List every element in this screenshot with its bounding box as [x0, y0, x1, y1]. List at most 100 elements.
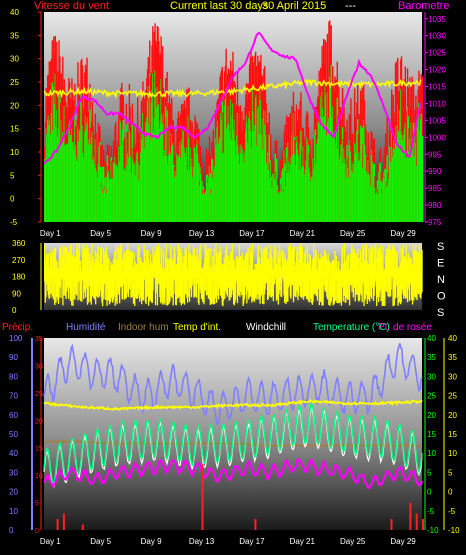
direction-bar: [76, 243, 79, 283]
header-text: Vitesse du vent: [34, 0, 109, 12]
direction-bar: [211, 271, 213, 304]
wind-average-bar: [239, 144, 242, 222]
wind-average-bar: [144, 136, 146, 222]
wind-average-bar: [408, 151, 410, 222]
wind-average-bar: [216, 127, 218, 222]
precip-tick-label: 30: [35, 363, 43, 370]
wind-average-bar: [152, 73, 154, 222]
temperature-tick-label: 40: [427, 334, 436, 343]
precip-tick-label: 0: [35, 528, 39, 535]
direction-bar: [335, 255, 337, 280]
wind-average-bar: [409, 145, 412, 222]
direction-bar: [375, 243, 377, 282]
wind-average-bar: [385, 187, 388, 222]
wind-average-bar: [171, 134, 173, 222]
wind-average-bar: [209, 173, 211, 222]
wind-average-bar: [158, 128, 161, 222]
wind-average-bar: [350, 151, 352, 222]
right-tick-label: 995: [428, 150, 442, 159]
wind-average-bar: [267, 170, 270, 222]
wind-average-bar: [353, 164, 355, 222]
wind-average-bar: [418, 102, 420, 222]
wind-average-bar: [338, 123, 340, 222]
left-tick-label: -5: [10, 218, 18, 227]
indoor-temp-tick-label: 40: [448, 334, 457, 343]
wind-average-bar: [244, 151, 246, 222]
header-text: Précip.: [2, 322, 33, 333]
wind-average-bar: [316, 139, 319, 222]
right-tick-label: 1030: [428, 32, 446, 41]
direction-bar: [188, 243, 190, 297]
wind-average-bar: [140, 128, 143, 222]
wind-average-bar: [379, 162, 382, 222]
wind-average-bar: [142, 113, 144, 222]
wind-average-bar: [355, 153, 357, 222]
left-tick-label: 10: [10, 148, 19, 157]
direction-bar: [272, 271, 274, 302]
wind-average-bar: [93, 157, 95, 222]
wind-average-bar: [377, 194, 379, 222]
direction-bar: [240, 257, 242, 284]
direction-bar: [220, 251, 222, 292]
direction-bar: [307, 262, 310, 302]
wind-average-bar: [266, 163, 268, 222]
wind-average-bar: [258, 134, 261, 222]
humidity-tick-label: 20: [9, 488, 18, 497]
wind-average-bar: [327, 122, 329, 222]
wind-average-bar: [282, 191, 285, 222]
x-tick-label: Day 5: [90, 229, 111, 238]
wind-average-bar: [284, 163, 286, 222]
left-tick-label: 30: [10, 55, 19, 64]
temperature-tick-label: 35: [427, 353, 436, 362]
wind-average-bar: [151, 90, 153, 223]
wind-average-bar: [71, 141, 74, 222]
wind-average-bar: [301, 166, 304, 222]
wind-average-bar: [233, 119, 236, 222]
precip-tick-label: 20: [35, 418, 43, 425]
wind-average-bar: [189, 170, 191, 222]
wind-average-bar: [67, 143, 69, 222]
wind-average-bar: [121, 129, 124, 222]
wind-average-bar: [322, 107, 324, 222]
indoor-temp-tick-label: 15: [448, 430, 457, 439]
wind-average-bar: [185, 156, 187, 222]
wind-average-bar: [50, 112, 53, 222]
wind-average-bar: [143, 132, 145, 222]
wind-average-bar: [360, 125, 362, 222]
left-tick-label: 0: [12, 306, 17, 315]
wind-average-bar: [369, 174, 371, 222]
wind-average-bar: [100, 187, 103, 222]
wind-average-bar: [313, 134, 316, 222]
wind-average-bar: [80, 93, 82, 222]
right-tick-label: 980: [428, 201, 442, 210]
wind-average-bar: [68, 125, 70, 222]
wind-average-bar: [82, 152, 84, 222]
direction-bar: [247, 247, 249, 291]
precip-tick-label: 15: [35, 446, 43, 453]
direction-bar: [86, 271, 89, 305]
wind-average-bar: [63, 106, 66, 222]
wind-average-bar: [420, 120, 422, 222]
wind-average-bar: [230, 139, 233, 222]
wind-average-bar: [178, 154, 180, 222]
wind-average-bar: [265, 134, 267, 222]
wind-average-bar: [361, 127, 363, 222]
wind-average-bar: [89, 109, 91, 222]
wind-average-bar: [49, 120, 51, 222]
wind-average-bar: [99, 141, 101, 222]
direction-bar: [421, 250, 423, 293]
wind-average-bar: [202, 186, 205, 222]
direction-bar: [335, 270, 337, 301]
wind-average-bar: [254, 97, 257, 222]
wind-average-bar: [123, 169, 125, 222]
direction-bar: [361, 262, 363, 303]
wind-average-bar: [335, 144, 337, 222]
wind-average-bar: [215, 145, 218, 222]
wind-average-bar: [93, 164, 96, 222]
wind-average-bar: [294, 154, 296, 222]
wind-average-bar: [48, 125, 50, 222]
wind-average-bar: [56, 137, 59, 222]
wind-average-bar: [398, 130, 400, 222]
wind-average-bar: [369, 185, 372, 222]
wind-average-bar: [47, 119, 49, 222]
